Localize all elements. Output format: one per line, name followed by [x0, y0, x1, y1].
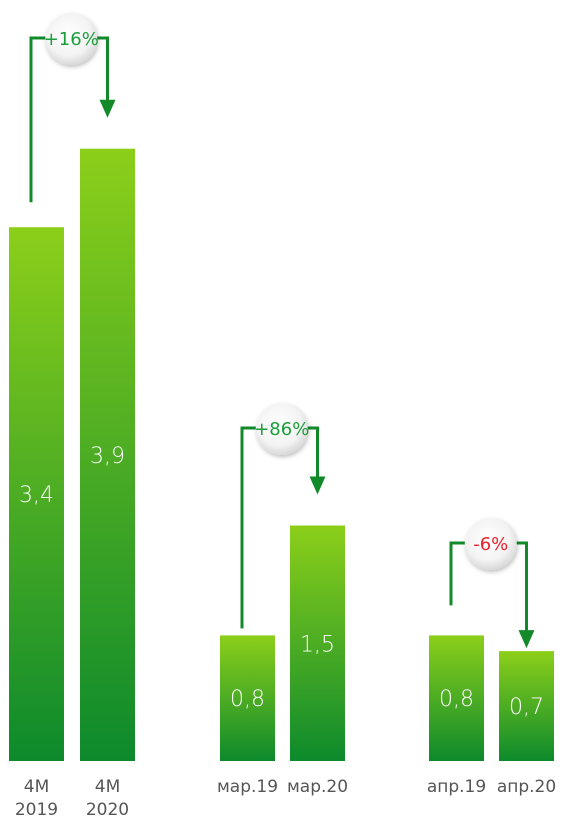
category-label: 4M [95, 777, 120, 797]
bar-value-label: 0,8 [230, 687, 265, 712]
change-bubble [464, 518, 517, 570]
bar [9, 227, 64, 761]
change-bubble [45, 13, 98, 65]
bar [220, 635, 275, 761]
bar-value-label: 0,7 [509, 695, 544, 720]
change-percent-label: +16% [44, 29, 99, 50]
category-label: мар.19 [217, 777, 278, 797]
category-labels: 4M 2019 4M 2020 мар.19 мар.20 апр.19 апр.20 [15, 777, 556, 820]
arrow-head [309, 476, 326, 495]
arrow-head [99, 99, 116, 118]
arrow-head [518, 630, 535, 649]
category-label: 2020 [86, 800, 129, 820]
change-arrows: +16% +86% -6% [29, 13, 535, 649]
bar-value-label: 3,4 [19, 483, 54, 508]
category-label: апр.20 [497, 777, 556, 797]
change-percent-label: -6% [473, 534, 508, 555]
change-bubble [255, 403, 308, 455]
bar [290, 525, 345, 761]
bar [80, 148, 135, 761]
bars: 3,4 3,9 0,8 1,5 0,8 0,7 [9, 148, 554, 761]
bar [429, 635, 484, 761]
change-percent-label: +86% [254, 419, 309, 440]
bar-value-label: 1,5 [300, 632, 335, 657]
category-label: 2019 [15, 800, 58, 820]
category-label: мар.20 [287, 777, 348, 797]
bar-value-label: 3,9 [90, 444, 125, 469]
category-label: 4M [24, 777, 49, 797]
category-label: апр.19 [427, 777, 486, 797]
bar-value-label: 0,8 [439, 687, 474, 712]
bar [499, 651, 554, 761]
